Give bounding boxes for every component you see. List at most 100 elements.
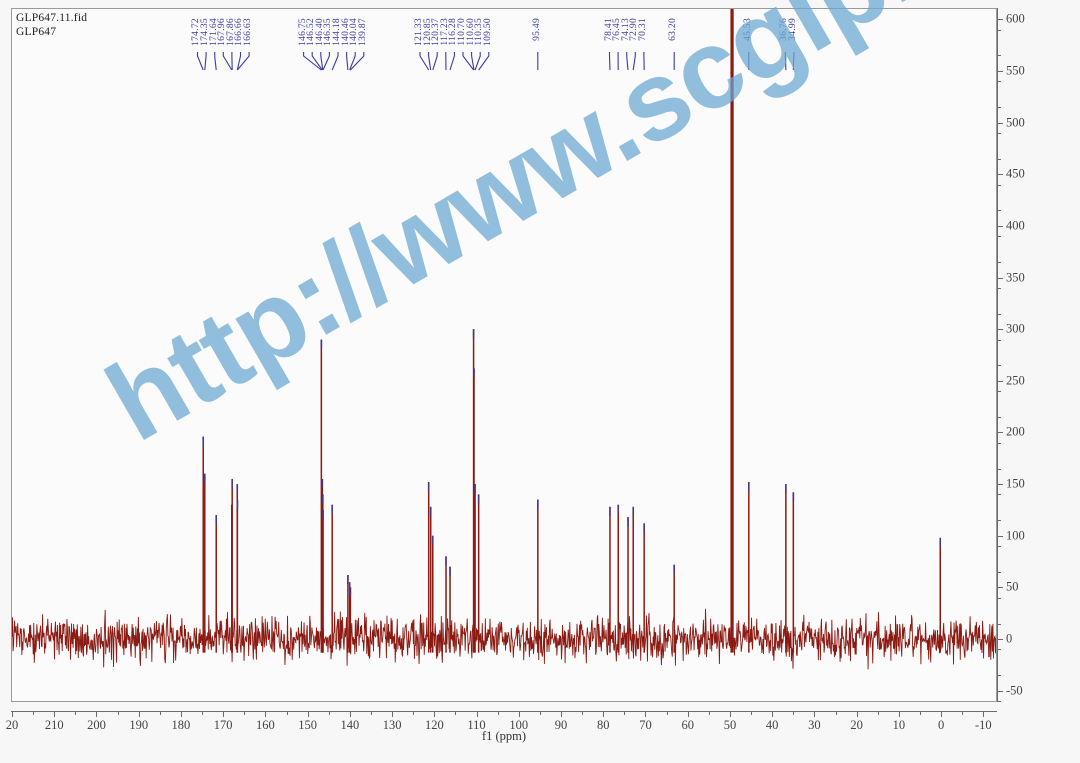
- y-axis-minor-tick: [997, 55, 1001, 57]
- y-axis-tick: [997, 174, 1003, 176]
- peak-label: 63.20: [668, 18, 679, 41]
- spectrum-plot-area: [11, 8, 997, 702]
- x-axis-minor-tick: [919, 711, 921, 715]
- x-axis-minor-tick: [75, 711, 77, 715]
- x-axis-tick-label: 60: [681, 718, 694, 732]
- x-axis-tick-label: 140: [340, 718, 360, 732]
- peak-leader-line: [432, 52, 438, 71]
- peak-leader-line: [419, 52, 430, 71]
- x-axis-tick-label: 200: [87, 718, 106, 732]
- peak-leader-line: [322, 52, 330, 71]
- x-axis-minor-tick: [117, 711, 119, 715]
- peak-leader-line: [428, 52, 432, 71]
- y-axis-tick: [997, 225, 1003, 227]
- y-axis-tick: [997, 70, 1003, 72]
- x-axis-tick-label: 90: [554, 718, 568, 732]
- x-axis-minor-tick: [202, 711, 204, 715]
- x-axis-tick-label: 180: [171, 718, 191, 732]
- y-axis-minor-tick: [997, 546, 1001, 548]
- y-axis-minor-tick: [997, 494, 1001, 496]
- x-axis-tick: [307, 711, 309, 717]
- peak-label: 139.87: [357, 18, 368, 46]
- y-axis-tick-label: 350: [1006, 270, 1025, 285]
- peak-leader-line: [632, 52, 636, 71]
- spectrum-title-block: GLP647.11.fid GLP647: [16, 11, 87, 40]
- peak-leader-line: [462, 52, 475, 71]
- x-axis-tick-label: 100: [509, 718, 529, 732]
- x-axis-minor-tick: [455, 711, 457, 715]
- peak-leader-line: [346, 52, 349, 71]
- peak-leader-line: [349, 52, 356, 71]
- x-axis-tick: [645, 711, 647, 717]
- y-axis: 600 550 500 450 400 350 300 250 200 150 100 50 0 -50: [997, 8, 1025, 702]
- peak-leader-line: [196, 52, 204, 71]
- x-axis-tick-label: 30: [808, 718, 821, 732]
- y-axis-tick: [997, 432, 1003, 434]
- y-axis-tick-label: 200: [1006, 424, 1025, 439]
- y-axis-tick-label: 550: [1006, 63, 1025, 78]
- peak-leader-line: [474, 52, 481, 71]
- y-axis-minor-tick: [997, 391, 1001, 393]
- y-axis-tick: [997, 484, 1003, 486]
- x-axis-minor-tick: [33, 711, 35, 715]
- y-axis-minor-tick: [997, 313, 1001, 315]
- y-axis-minor-tick: [997, 442, 1001, 444]
- x-axis-tick: [12, 711, 13, 717]
- peak-leader-line: [236, 52, 250, 71]
- peak-leader-line: [236, 52, 242, 71]
- y-axis-minor-tick: [997, 262, 1001, 264]
- y-axis-minor-tick: [997, 468, 1001, 470]
- x-axis-minor-tick: [244, 711, 246, 715]
- x-axis-minor-tick: [793, 711, 795, 715]
- y-axis-tick-label: 300: [1006, 321, 1025, 336]
- sample-name: GLP647: [16, 26, 57, 39]
- x-axis-tick-label: 110: [467, 718, 486, 732]
- x-axis-tick-label: 150: [298, 718, 317, 732]
- y-axis-minor-tick: [997, 520, 1001, 522]
- x-axis-tick: [814, 711, 816, 717]
- y-axis-minor-tick: [997, 158, 1001, 160]
- x-axis-minor-tick: [624, 711, 626, 715]
- x-axis-tick: [223, 711, 225, 717]
- peak-leader-line: [311, 52, 323, 71]
- x-axis-minor-tick: [835, 711, 837, 715]
- x-axis-minor-tick: [666, 711, 668, 715]
- x-axis-tick: [476, 711, 478, 717]
- x-axis-minor-tick: [159, 711, 161, 715]
- x-axis-tick: [983, 711, 985, 717]
- x-axis-tick-label: -10: [974, 718, 992, 732]
- y-axis-minor-tick: [997, 675, 1001, 677]
- y-axis-tick: [997, 639, 1003, 641]
- x-axis-tick: [180, 711, 182, 717]
- x-axis-tick: [772, 711, 774, 717]
- y-axis-tick-label: 600: [1006, 11, 1025, 26]
- x-axis-tick: [138, 711, 140, 717]
- x-axis-minor-tick: [877, 711, 879, 715]
- x-axis-minor-tick: [962, 711, 964, 715]
- y-axis-tick-label: 450: [1006, 166, 1025, 181]
- y-axis-tick: [997, 690, 1003, 692]
- x-axis-minor-tick: [539, 711, 541, 715]
- y-axis-minor-tick: [997, 571, 1001, 573]
- peak-leader-line: [792, 52, 795, 71]
- y-axis-minor-tick: [997, 339, 1001, 341]
- dataset-filename: GLP647.11.fid: [16, 12, 88, 24]
- peak-label: 70.31: [637, 18, 648, 41]
- y-axis-tick: [997, 19, 1003, 21]
- y-axis-minor-tick: [997, 29, 1001, 31]
- nmr-spectrum-trace: [12, 9, 996, 670]
- y-axis-tick-label: 0: [1006, 631, 1013, 646]
- peak-label: 95.49: [531, 18, 542, 41]
- peak-leader-line: [449, 52, 455, 71]
- x-axis-minor-tick: [328, 711, 330, 715]
- x-axis-tick-label: 160: [256, 718, 275, 732]
- peak-leader-line: [222, 52, 233, 71]
- y-axis-tick: [997, 122, 1003, 124]
- peak-leader-line: [204, 52, 207, 71]
- x-axis-tick: [349, 711, 351, 717]
- x-axis-tick-label: 20: [5, 718, 19, 732]
- peak-leader-line: [214, 52, 217, 71]
- y-axis-tick-label: 500: [1006, 115, 1025, 130]
- y-axis-minor-tick: [997, 210, 1001, 212]
- x-axis-line: [11, 711, 997, 712]
